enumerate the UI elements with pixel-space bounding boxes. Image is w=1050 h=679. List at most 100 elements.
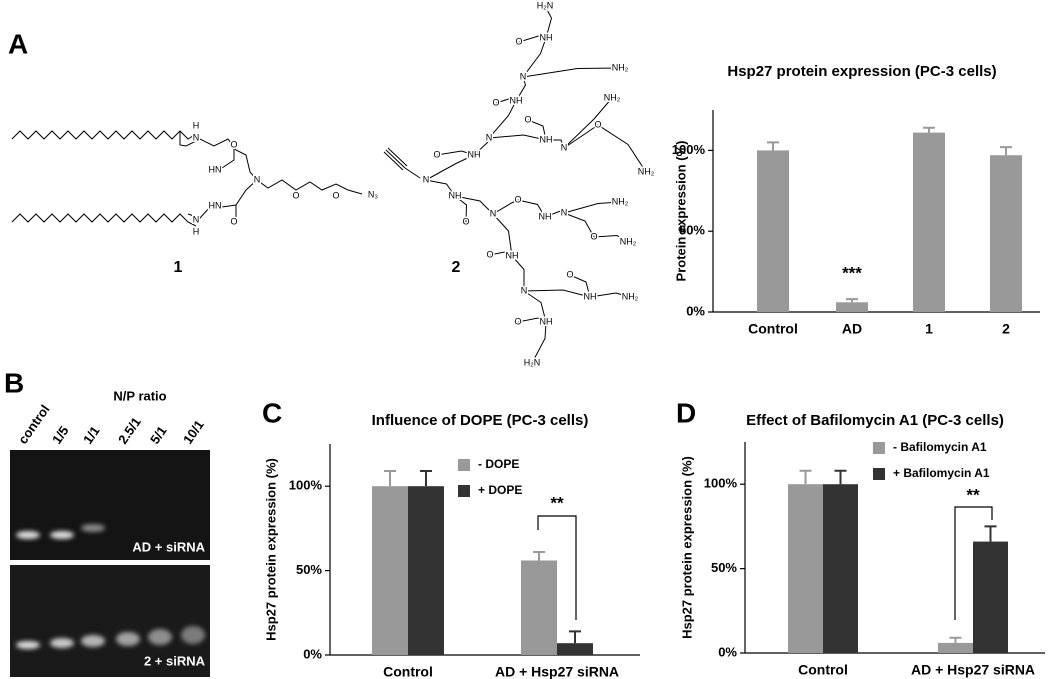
bond bbox=[569, 274, 591, 298]
bar bbox=[913, 132, 945, 312]
atom-label: O bbox=[524, 114, 531, 124]
bond bbox=[179, 131, 363, 195]
bond bbox=[523, 289, 591, 298]
bond bbox=[563, 201, 621, 214]
y-tick-label: 50% bbox=[679, 223, 705, 238]
atom-label: NH bbox=[449, 190, 462, 200]
y-axis-label: Hsp27 protein expression (%) bbox=[263, 458, 278, 641]
x-tick-label: AD + Hsp27 siRNA bbox=[911, 662, 1035, 678]
atom-label: O bbox=[292, 190, 299, 200]
x-tick-label: 1 bbox=[925, 321, 933, 337]
atom-label: O bbox=[590, 231, 597, 241]
atom-label: N bbox=[490, 208, 497, 218]
bond bbox=[593, 234, 629, 243]
atom-label: H₂N bbox=[524, 357, 541, 367]
atom-label: N bbox=[193, 132, 200, 142]
error-bar bbox=[799, 469, 812, 485]
y-tick-label: 0% bbox=[303, 646, 322, 661]
legend-label: - DOPE bbox=[478, 457, 519, 471]
chart-title: Hsp27 protein expression (PC-3 cells) bbox=[727, 63, 996, 80]
legend-swatch bbox=[873, 468, 885, 480]
bond bbox=[221, 179, 258, 208]
atom-label: NH bbox=[539, 211, 552, 221]
panel-label: D bbox=[676, 397, 696, 428]
significance-bracket bbox=[954, 506, 993, 620]
legend-label: + DOPE bbox=[478, 483, 522, 497]
y-tick-label: 0% bbox=[718, 644, 737, 659]
atom-label: NH₂ bbox=[612, 196, 629, 206]
bond bbox=[187, 206, 211, 219]
bond bbox=[518, 35, 547, 43]
bond bbox=[546, 139, 565, 149]
gel-image bbox=[10, 450, 210, 677]
gel-band bbox=[148, 629, 172, 645]
bar bbox=[990, 155, 1022, 312]
bond bbox=[495, 97, 517, 104]
atom-label: O bbox=[492, 97, 499, 107]
panel-label: B bbox=[4, 367, 24, 398]
y-axis-label: Protein expression (%) bbox=[673, 141, 688, 282]
atom-label: N bbox=[193, 214, 200, 224]
y-tick-label: 0% bbox=[686, 303, 705, 318]
chart-title: Effect of Bafilomycin A1 (PC-3 cells) bbox=[746, 412, 1004, 429]
atom-label: NH₂ bbox=[622, 291, 639, 301]
bond bbox=[11, 130, 197, 140]
x-tick-label: AD bbox=[842, 321, 862, 337]
error-bar bbox=[923, 126, 935, 133]
legend-swatch bbox=[458, 485, 470, 497]
error-bar bbox=[384, 470, 396, 487]
bond bbox=[523, 290, 547, 323]
bond bbox=[473, 137, 490, 156]
error-bar bbox=[420, 470, 432, 487]
gel-label: AD + siRNA bbox=[132, 539, 205, 554]
gel-label: 2 + siRNA bbox=[144, 653, 206, 668]
y-tick-label: 100% bbox=[672, 142, 706, 157]
bond bbox=[597, 124, 647, 173]
atom-label: O bbox=[514, 316, 521, 326]
atom-label: NH bbox=[468, 149, 481, 159]
gel-title: N/P ratio bbox=[113, 388, 166, 403]
bar bbox=[973, 541, 1008, 653]
atom-label: NH bbox=[540, 32, 553, 42]
bar bbox=[372, 486, 408, 655]
chart-title: Influence of DOPE (PC-3 cells) bbox=[372, 412, 589, 429]
atom-label: NH₂ bbox=[612, 62, 629, 72]
legend-swatch bbox=[458, 459, 470, 471]
atom-label: NH₂ bbox=[604, 92, 621, 102]
atom-label: NH bbox=[540, 134, 553, 144]
bar bbox=[938, 642, 973, 653]
y-tick-label: 50% bbox=[296, 562, 322, 577]
atom-label: NH bbox=[540, 316, 553, 326]
bond bbox=[488, 134, 547, 141]
bond bbox=[511, 255, 525, 291]
bar bbox=[521, 560, 557, 655]
significance-label: ** bbox=[550, 493, 564, 512]
panel-label: C bbox=[262, 397, 282, 428]
bond bbox=[492, 213, 513, 257]
bar bbox=[557, 643, 593, 655]
gel-band bbox=[50, 531, 74, 539]
atom-label: NH bbox=[510, 95, 523, 105]
atom-label: NH₂ bbox=[620, 236, 637, 246]
atom-label: O bbox=[486, 249, 493, 259]
y-tick-label: 50% bbox=[711, 560, 737, 575]
significance-bracket bbox=[537, 515, 577, 620]
atom-label: H bbox=[193, 120, 200, 130]
gel-band bbox=[16, 531, 40, 539]
bond bbox=[454, 195, 468, 223]
bond bbox=[517, 317, 547, 323]
x-tick-label: Control bbox=[748, 321, 798, 337]
atom-label: HN bbox=[209, 164, 222, 174]
compound-label: 2 bbox=[452, 259, 461, 276]
atom-label: O bbox=[230, 139, 237, 149]
bond bbox=[527, 119, 547, 141]
bond bbox=[492, 199, 519, 215]
atom-label: N₃ bbox=[368, 189, 378, 199]
atom-label: H bbox=[193, 226, 200, 236]
bond bbox=[425, 154, 475, 181]
bond bbox=[488, 100, 517, 139]
bond bbox=[11, 213, 197, 227]
gel-band bbox=[116, 632, 140, 646]
error-bar bbox=[834, 469, 847, 485]
